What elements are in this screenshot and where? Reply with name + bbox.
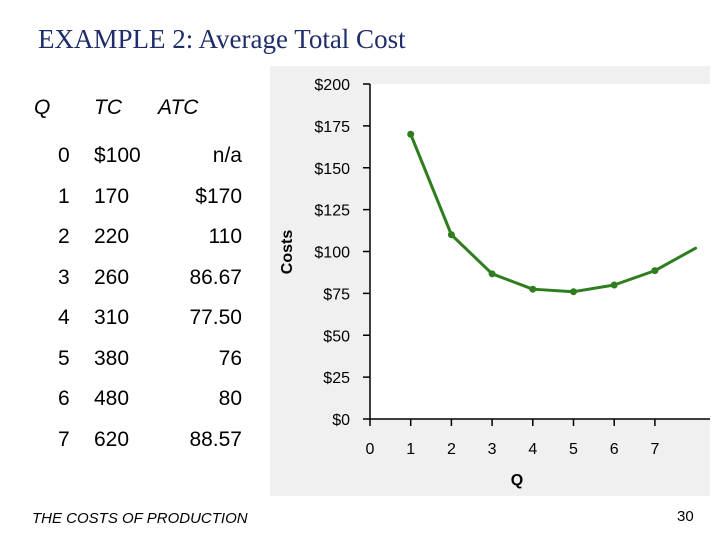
table-cell: 380 (94, 346, 130, 370)
table-cell: 3 (58, 265, 70, 289)
x-tick-label: 6 (610, 441, 619, 458)
y-tick-label: $175 (314, 119, 350, 136)
table-cell: 220 (94, 225, 130, 248)
table-cell: 2 (58, 225, 70, 248)
y-tick-label: $125 (314, 203, 350, 220)
atc-chart: Costs Q $0 $25 $50 $75 $100 $125 $150 $175 $200 0… (270, 66, 710, 496)
y-tick-label: $150 (314, 161, 350, 178)
y-tick-label: $0 (332, 412, 350, 429)
y-tick-label: $200 (314, 77, 350, 94)
data-point (488, 270, 496, 278)
data-point (651, 267, 659, 275)
col-header-q: Q (34, 96, 51, 119)
page-number: 30 (677, 508, 694, 525)
table-cell: 5 (58, 346, 70, 370)
x-tick-label: 1 (406, 441, 415, 458)
footer-text: THE COSTS OF PRODUCTION (32, 510, 248, 527)
x-axis-title: Q (511, 472, 523, 489)
y-tick-label: $25 (323, 370, 350, 387)
table-cell: 480 (94, 387, 130, 410)
table-cell: 86.67 (189, 265, 242, 289)
data-point (570, 288, 577, 296)
table-cell: 170 (94, 184, 130, 208)
table-cell: 110 (208, 225, 242, 248)
table-cell: 77.50 (189, 306, 242, 329)
table-cell: 1 (58, 184, 70, 208)
x-tick-label: 3 (488, 441, 497, 458)
cost-table: Q TC ATC 0 $100 n/a 1 170 $170 2 220 110 3 260 86.6… (30, 82, 270, 482)
slide-title: EXAMPLE 2: Average Total Cost (38, 24, 406, 54)
y-tick-label: $75 (323, 286, 350, 303)
y-tick-label: $100 (314, 245, 350, 262)
table-cell: 620 (94, 427, 130, 451)
table-cell: 0 (58, 144, 70, 167)
table-cell: 80 (218, 387, 242, 410)
table-cell: 310 (94, 306, 130, 329)
data-point (447, 231, 455, 239)
atc-series-line-extension (653, 246, 698, 273)
col-header-tc: TC (94, 96, 122, 119)
table-cell: 76 (218, 346, 242, 370)
table-cell: 6 (58, 387, 70, 410)
table-cell: 4 (58, 306, 70, 329)
x-tick-label: 0 (366, 441, 375, 458)
y-tick-label: $50 (323, 328, 350, 345)
table-cell: 260 (94, 265, 130, 289)
y-axis-title: Costs (279, 230, 296, 275)
x-tick-label: 4 (528, 441, 537, 458)
table-cell: $170 (195, 184, 242, 208)
data-point (529, 285, 537, 293)
x-tick-label: 5 (569, 441, 578, 458)
data-point (610, 281, 618, 289)
data-point (407, 130, 415, 138)
x-tick-label: 7 (650, 441, 659, 458)
x-tick-label: 2 (447, 441, 456, 458)
col-header-atc: ATC (158, 96, 199, 119)
table-cell: n/a (212, 144, 242, 167)
table-cell: 7 (58, 427, 70, 451)
plot-area (370, 84, 710, 419)
table-cell: 88.57 (189, 427, 242, 451)
table-cell: $100 (94, 144, 141, 167)
